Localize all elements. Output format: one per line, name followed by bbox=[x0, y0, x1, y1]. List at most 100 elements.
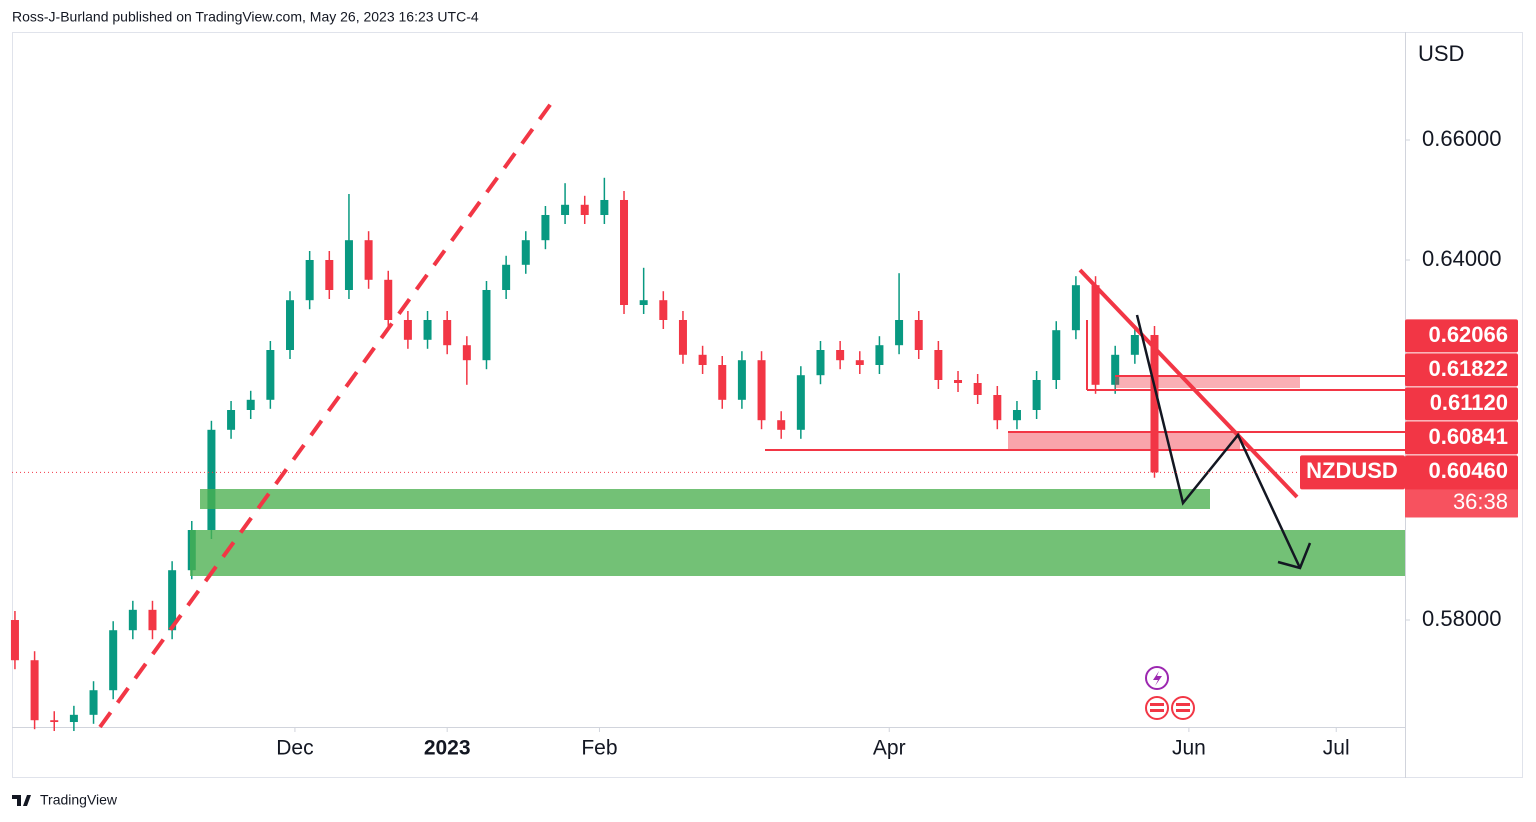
level-box bbox=[1405, 387, 1518, 421]
level-box bbox=[1405, 421, 1518, 455]
level-label: 0.61822 bbox=[1428, 356, 1508, 381]
resistance-zone bbox=[1115, 375, 1300, 388]
candle-body bbox=[855, 360, 864, 366]
candle-body bbox=[895, 319, 904, 346]
drawings bbox=[98, 96, 1405, 729]
candle-body bbox=[128, 609, 137, 631]
candle-body bbox=[541, 214, 550, 241]
event-icon-bolt bbox=[1153, 671, 1162, 686]
candle-body bbox=[777, 420, 786, 430]
candle-body bbox=[10, 620, 19, 661]
candle-body bbox=[600, 199, 609, 215]
candle-body bbox=[148, 609, 157, 631]
flag-stripe bbox=[1150, 709, 1164, 712]
candle-body bbox=[1012, 410, 1021, 421]
candle-body bbox=[659, 300, 668, 320]
level-label: 0.61120 bbox=[1430, 390, 1508, 415]
last-price-label: 0.60460 bbox=[1428, 458, 1508, 483]
candle-body bbox=[89, 690, 98, 715]
candle-body bbox=[875, 345, 884, 366]
frame bbox=[12, 32, 1523, 778]
candle-body bbox=[443, 319, 452, 346]
candle-body bbox=[207, 429, 216, 531]
footer-logo: TradingView bbox=[12, 792, 118, 808]
candle-body bbox=[1032, 380, 1041, 411]
candle-body bbox=[423, 319, 432, 340]
candle-body bbox=[109, 630, 118, 691]
x-tick-label: 2023 bbox=[424, 737, 471, 760]
candle-body bbox=[561, 204, 570, 215]
candle-body bbox=[482, 289, 491, 361]
candle-body bbox=[69, 714, 78, 723]
candle-body bbox=[1111, 354, 1120, 385]
candle-body bbox=[246, 399, 255, 411]
trend-line bbox=[1078, 268, 1299, 499]
flag-icon[interactable] bbox=[1145, 696, 1169, 720]
candle-body bbox=[1091, 285, 1100, 385]
candle-body bbox=[521, 240, 530, 265]
candle-body bbox=[1052, 330, 1061, 381]
candle-body bbox=[993, 395, 1002, 421]
candle-body bbox=[462, 345, 471, 361]
resistance-zone bbox=[1008, 432, 1240, 450]
candle-body bbox=[384, 279, 393, 320]
candle-body bbox=[678, 319, 687, 355]
x-tick-label: Apr bbox=[873, 737, 906, 760]
candle-body bbox=[934, 349, 943, 381]
candle-body bbox=[1130, 334, 1139, 355]
y-tick-label: 0.64000 bbox=[1422, 246, 1502, 271]
candle-body bbox=[757, 360, 766, 421]
candle-body bbox=[796, 375, 805, 430]
candle-body bbox=[344, 240, 353, 290]
level-box bbox=[1405, 353, 1518, 387]
flag-stripe bbox=[1176, 703, 1190, 706]
level-label: 0.62066 bbox=[1428, 322, 1508, 347]
x-tick-label: Dec bbox=[276, 737, 313, 760]
candle-body bbox=[639, 300, 648, 305]
candle-body bbox=[973, 383, 982, 396]
trend-line-dashed bbox=[98, 96, 557, 729]
candle-body bbox=[168, 570, 177, 631]
candle-body bbox=[836, 349, 845, 361]
symbol-box bbox=[1300, 455, 1405, 490]
projection-arrow bbox=[1135, 314, 1302, 569]
y-tick-label: 0.58000 bbox=[1422, 606, 1502, 631]
flag-icon[interactable] bbox=[1171, 696, 1195, 720]
candle-body bbox=[266, 349, 275, 400]
candle-body bbox=[718, 365, 727, 400]
candle-body bbox=[286, 300, 295, 350]
arrow-head bbox=[1277, 542, 1312, 570]
candle-body bbox=[1071, 285, 1080, 331]
x-tick-label: Jun bbox=[1172, 737, 1206, 760]
candle-body bbox=[305, 259, 314, 301]
candle-body bbox=[403, 319, 412, 340]
candle-body bbox=[227, 410, 236, 430]
candle-body bbox=[954, 380, 963, 384]
candle-body bbox=[580, 204, 589, 215]
currency: USD bbox=[1418, 41, 1464, 66]
candle-body bbox=[698, 354, 707, 366]
candle-body bbox=[620, 199, 629, 305]
countdown: 36:38 bbox=[1453, 489, 1508, 514]
candle-body bbox=[50, 720, 59, 723]
candle-body bbox=[1150, 334, 1159, 473]
y-tick-label: 0.66000 bbox=[1422, 126, 1502, 151]
candle-body bbox=[364, 240, 373, 280]
x-tick-label: Jul bbox=[1323, 737, 1350, 760]
level-box bbox=[1405, 319, 1518, 353]
candle-body bbox=[502, 264, 511, 290]
candle-body bbox=[325, 259, 334, 290]
support-zone bbox=[200, 489, 1210, 509]
flag-stripe bbox=[1150, 703, 1164, 706]
level-label: 0.60841 bbox=[1428, 424, 1508, 449]
candles bbox=[10, 177, 1159, 732]
logo bbox=[12, 795, 31, 806]
countdown-box bbox=[1405, 489, 1518, 518]
flag-stripe bbox=[1176, 709, 1190, 712]
support-zone bbox=[190, 530, 1405, 576]
candle-body bbox=[914, 319, 923, 350]
header: Ross-J-Burland published on TradingView.… bbox=[12, 9, 479, 25]
candle-body bbox=[30, 660, 39, 721]
